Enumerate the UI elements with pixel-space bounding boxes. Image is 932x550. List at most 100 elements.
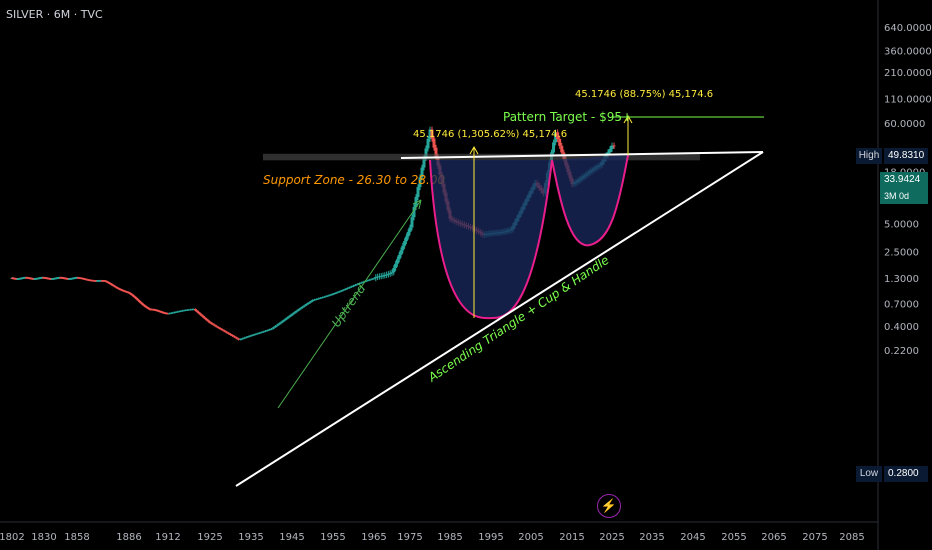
low-price-value: 0.2800: [884, 466, 928, 482]
candle-body: [182, 310, 186, 312]
candle-body: [132, 295, 135, 297]
candle-body: [315, 298, 319, 300]
candle-body: [212, 324, 216, 326]
x-tick-label: 2035: [639, 532, 664, 543]
candle-body: [214, 325, 218, 327]
candle-body: [114, 286, 118, 288]
candle-body: [302, 305, 306, 307]
candle-body: [290, 313, 294, 316]
x-tick-label: 2075: [802, 532, 827, 543]
low-price-label: Low: [856, 466, 882, 482]
y-tick-label: 360.0000: [884, 46, 932, 57]
candle-body: [317, 298, 321, 300]
candle-body: [136, 299, 140, 301]
candle-body: [372, 278, 376, 280]
candle-body: [608, 148, 612, 153]
current-price-value: 33.9424: [880, 172, 928, 188]
candle-body: [249, 335, 253, 337]
candle-body: [403, 241, 407, 246]
lightning-icon[interactable]: ⚡: [597, 494, 621, 518]
candle-body: [235, 337, 239, 339]
y-tick-label: 210.0000: [884, 68, 932, 79]
candle-body: [229, 333, 232, 335]
candle-body: [401, 245, 405, 251]
candle-body: [298, 308, 302, 310]
candle-body: [286, 316, 290, 319]
candle-body: [308, 301, 312, 303]
candle-body: [278, 322, 282, 325]
handle-fill: [552, 155, 628, 246]
candle-body: [276, 324, 280, 326]
candle-body: [144, 306, 148, 308]
candle-body: [200, 314, 204, 317]
candle-body: [231, 334, 235, 337]
candle-body: [135, 298, 138, 300]
x-tick-label: 1975: [397, 532, 422, 543]
candle-body: [203, 317, 207, 319]
candle-body: [208, 321, 212, 323]
candle-body: [112, 285, 116, 287]
candle-body: [243, 337, 247, 339]
x-tick-label: 1925: [197, 532, 222, 543]
candle-body: [432, 138, 436, 148]
measure-arrowhead-2: [623, 114, 633, 124]
candle-body: [377, 276, 381, 278]
candle-body: [325, 295, 329, 297]
candle-body: [267, 329, 271, 331]
candle-body: [113, 286, 117, 288]
candle-body: [394, 263, 398, 269]
candle-body: [404, 236, 408, 242]
candle-body: [335, 292, 339, 294]
x-tick-label: 1830: [31, 532, 56, 543]
candle-body: [327, 295, 331, 297]
symbol-title[interactable]: SILVER · 6M · TVC: [6, 8, 103, 21]
candle-body: [237, 338, 241, 340]
candle-body: [144, 305, 147, 307]
measure-label-2: 45.1746 (88.75%) 45,174.6: [575, 89, 713, 100]
candle-body: [364, 280, 368, 282]
candle-body: [329, 294, 333, 296]
y-tick-label: 1.3000: [884, 274, 919, 285]
y-tick-label: 60.0000: [884, 119, 925, 130]
candle-body: [292, 312, 296, 314]
high-price-label: High: [856, 148, 882, 164]
candle-body: [255, 333, 259, 335]
candle-body: [343, 288, 347, 290]
candle-body: [331, 293, 335, 295]
x-tick-label: 1945: [279, 532, 304, 543]
candle-body: [341, 289, 345, 291]
y-tick-label: 110.0000: [884, 94, 932, 105]
x-tick-label: 2015: [559, 532, 584, 543]
x-axis: 1802 1830 1858 1886 1912 1925 1935 1945 1955 1965…: [0, 521, 878, 543]
uptrend-arrow: [277, 199, 422, 409]
candle-body: [386, 273, 390, 275]
x-tick-label: 2005: [518, 532, 543, 543]
candle-body: [388, 273, 392, 275]
candle-body: [410, 217, 414, 228]
candle-body: [129, 293, 132, 295]
candle-body: [422, 157, 426, 168]
handle-curve: [551, 154, 629, 247]
candle-body: [133, 296, 137, 298]
candle-body: [253, 334, 257, 336]
candle-body: [381, 275, 385, 277]
candle-body: [554, 132, 558, 143]
candle-body: [216, 326, 220, 328]
candle-body: [130, 294, 134, 296]
y-tick-label: 5.0000: [884, 220, 919, 231]
candle-body: [366, 280, 370, 282]
candle-body: [132, 296, 136, 298]
candle-body: [323, 296, 327, 298]
bar-countdown: 3M 0d: [880, 188, 928, 204]
candle-body: [169, 312, 173, 314]
candle-body: [412, 207, 416, 218]
candle-body: [190, 309, 194, 311]
candle-body: [220, 329, 224, 331]
candle-body: [210, 322, 214, 325]
candle-body: [395, 259, 399, 264]
candle-body: [280, 321, 284, 323]
candle-body: [263, 330, 267, 332]
candle-body: [306, 302, 310, 305]
cup-curve: [429, 159, 553, 320]
